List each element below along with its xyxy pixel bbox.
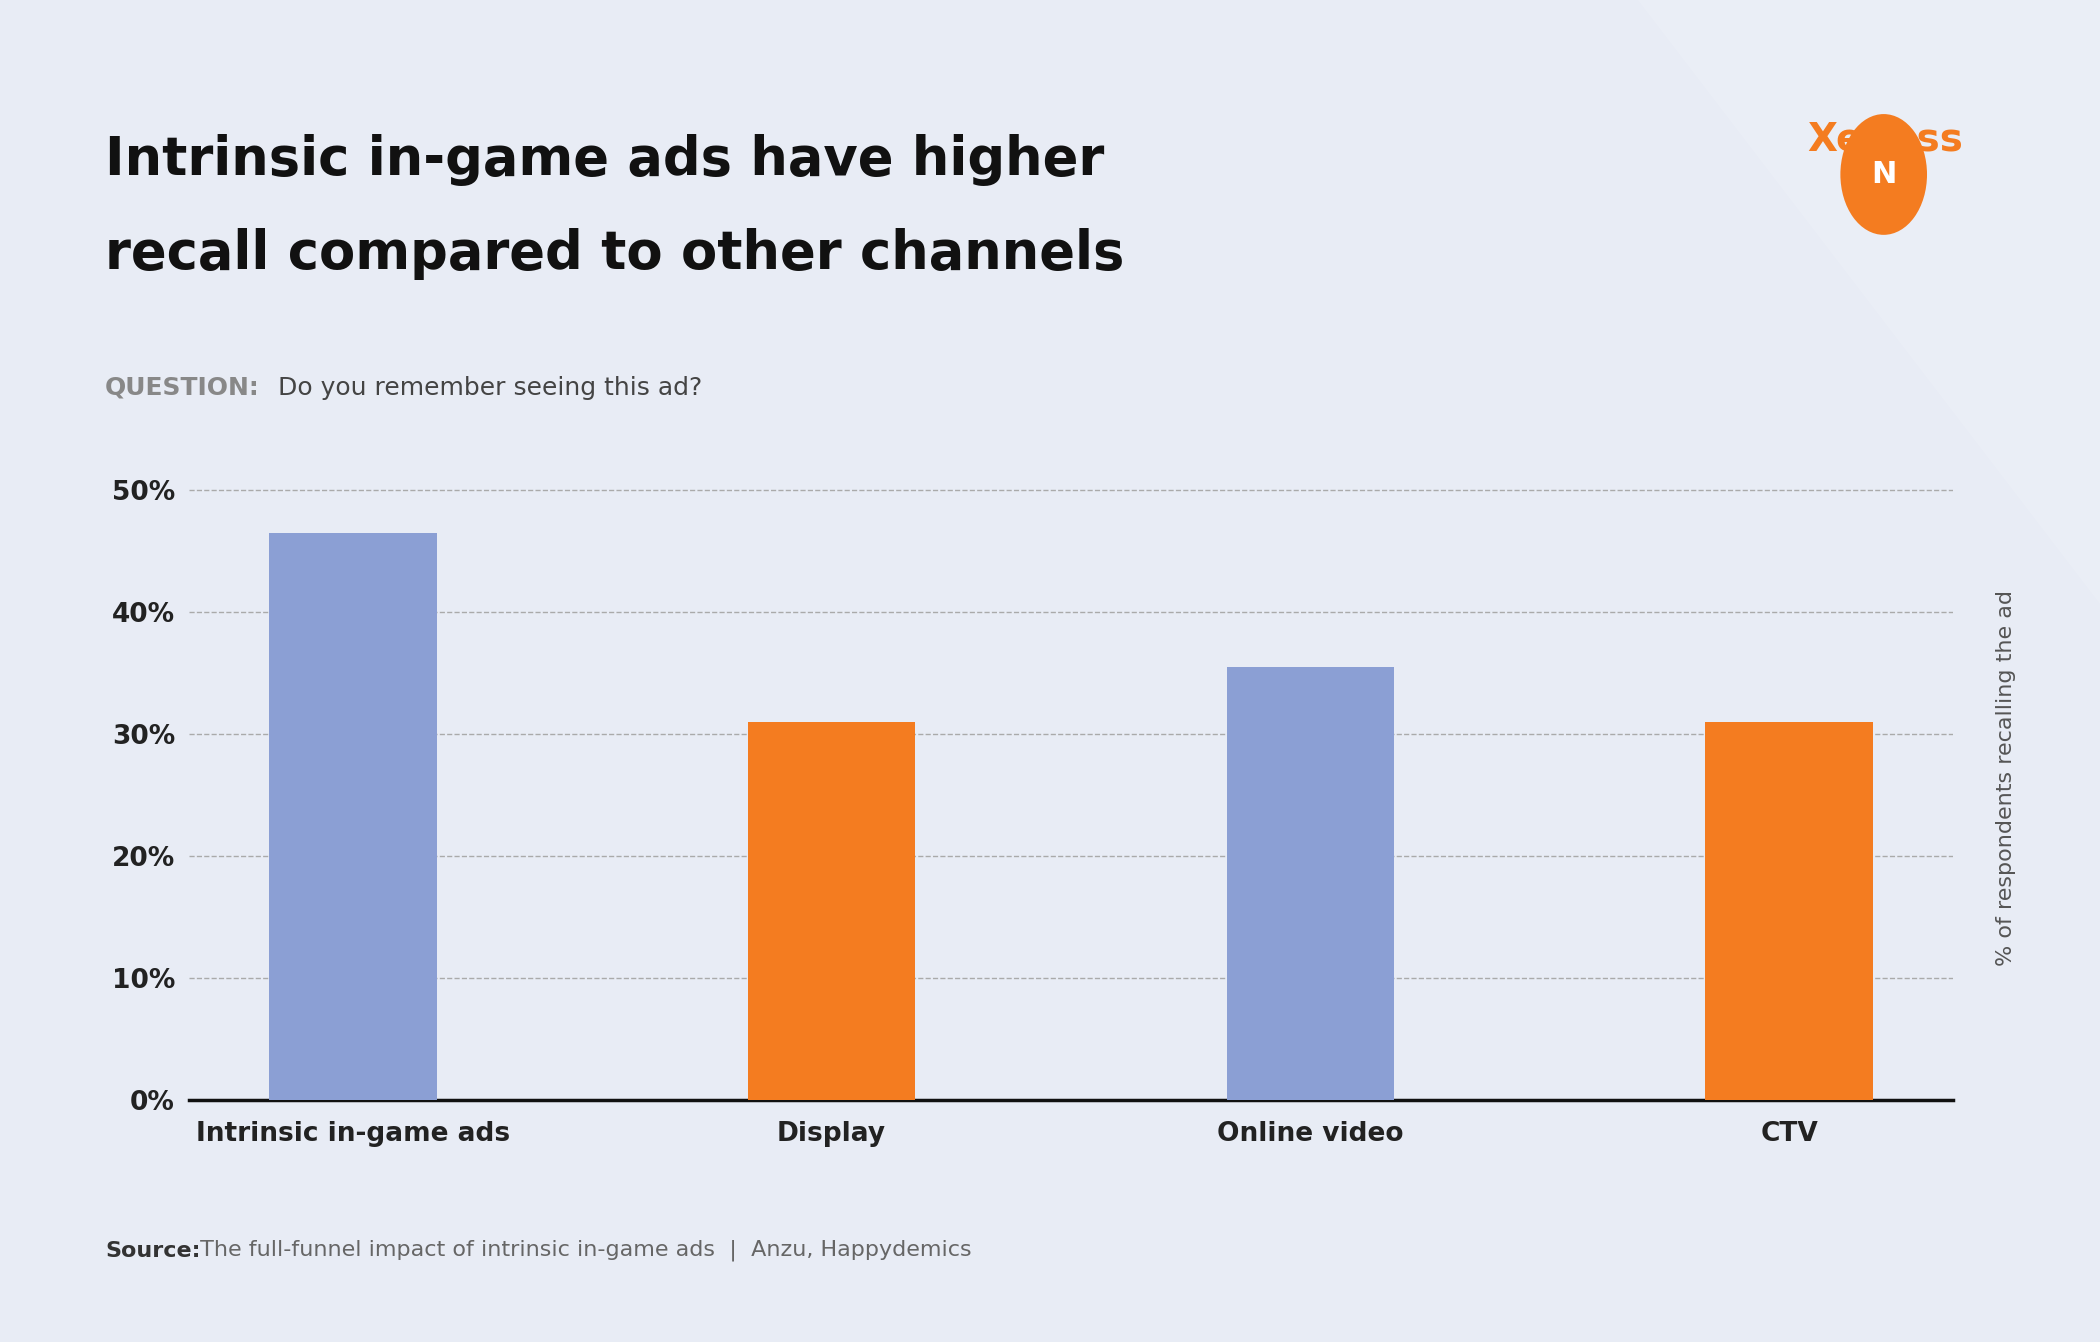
- Text: The full-funnel impact of intrinsic in-game ads  |  Anzu, Happydemics: The full-funnel impact of intrinsic in-g…: [193, 1240, 972, 1261]
- Text: N: N: [1871, 160, 1896, 189]
- Bar: [1226, 667, 1394, 1100]
- Text: % of respondents recalling the ad: % of respondents recalling the ad: [1995, 590, 2016, 966]
- Text: Xenoss: Xenoss: [1808, 121, 1964, 158]
- Text: QUESTION:: QUESTION:: [105, 376, 260, 400]
- Bar: [748, 722, 916, 1100]
- Ellipse shape: [1840, 114, 1928, 235]
- Bar: [269, 533, 437, 1100]
- Text: Source:: Source:: [105, 1241, 200, 1261]
- Text: Intrinsic in-game ads have higher: Intrinsic in-game ads have higher: [105, 134, 1105, 187]
- Text: Do you remember seeing this ad?: Do you remember seeing this ad?: [262, 376, 704, 400]
- Bar: [1705, 722, 1873, 1100]
- Text: recall compared to other channels: recall compared to other channels: [105, 228, 1124, 280]
